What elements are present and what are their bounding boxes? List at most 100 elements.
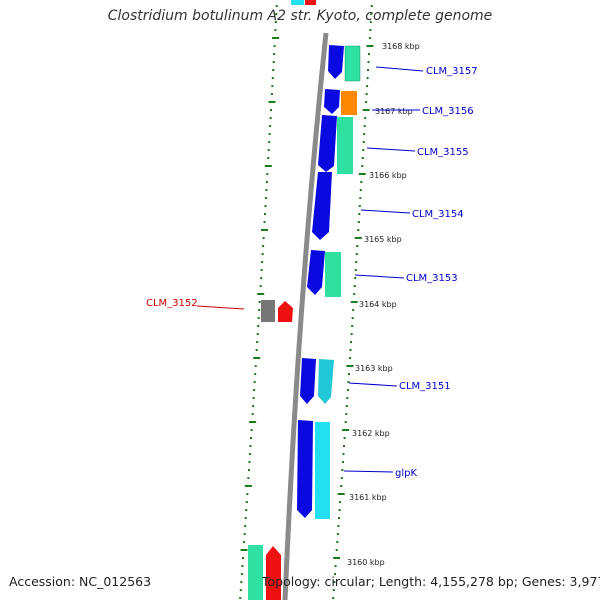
minor-tick <box>243 541 246 543</box>
minor-tick <box>269 125 272 127</box>
major-tick <box>337 493 345 495</box>
minor-tick <box>258 309 261 311</box>
minor-tick <box>343 445 346 447</box>
major-tick <box>354 237 362 239</box>
minor-tick <box>345 405 348 407</box>
minor-tick <box>366 77 369 79</box>
minor-tick <box>272 69 275 71</box>
minor-tick <box>253 381 256 383</box>
gene-clm-3152[interactable] <box>261 300 293 322</box>
label-clm-3155[interactable]: CLM_3155 <box>417 147 469 158</box>
minor-tick <box>360 181 363 183</box>
minor-tick <box>337 525 340 527</box>
minor-tick <box>358 205 361 207</box>
minor-tick <box>261 261 264 263</box>
label-clm-3157[interactable]: CLM_3157 <box>426 66 478 77</box>
tick-label-3160: 3160 kbp <box>347 558 385 567</box>
right-tick-ring <box>332 5 374 599</box>
minor-tick <box>240 573 243 575</box>
minor-tick <box>367 61 370 63</box>
label-clm-3153[interactable]: CLM_3153 <box>406 273 458 284</box>
minor-tick <box>348 357 351 359</box>
minor-tick <box>354 277 357 279</box>
minor-tick <box>247 477 250 479</box>
gene-top-cutoff[interactable] <box>291 0 316 5</box>
minor-tick <box>262 237 265 239</box>
minor-tick <box>335 549 338 551</box>
major-tick <box>342 429 350 431</box>
gene-clm-3156[interactable] <box>324 89 357 115</box>
gene-glpk[interactable] <box>297 420 330 519</box>
minor-tick <box>339 501 342 503</box>
minor-tick <box>260 277 263 279</box>
label-glpk[interactable]: glpK <box>395 468 417 479</box>
minor-tick <box>365 93 368 95</box>
minor-tick <box>369 29 372 31</box>
minor-tick <box>356 245 359 247</box>
minor-tick <box>355 253 358 255</box>
minor-tick <box>361 165 364 167</box>
gene-bottom-cutoff[interactable] <box>248 545 281 600</box>
gene-clm-3151[interactable] <box>300 358 334 404</box>
minor-tick <box>342 453 345 455</box>
minor-tick <box>334 565 337 567</box>
minor-tick <box>362 141 365 143</box>
minor-tick <box>336 533 339 535</box>
minor-tick <box>275 5 278 7</box>
minor-tick <box>332 589 335 591</box>
minor-tick <box>346 397 349 399</box>
minor-tick <box>254 373 257 375</box>
minor-tick <box>252 405 255 407</box>
minor-tick <box>267 157 270 159</box>
major-tick <box>253 357 261 359</box>
gene-clm-3153[interactable] <box>307 250 341 297</box>
minor-tick <box>345 413 348 415</box>
tick-label-3167: 3167 kbp <box>375 107 413 116</box>
label-clm-3152[interactable]: CLM_3152 <box>146 298 198 309</box>
minor-tick <box>268 141 271 143</box>
minor-tick <box>370 5 373 7</box>
accession-text: Accession: NC_012563 <box>9 574 152 589</box>
minor-tick <box>267 149 270 151</box>
minor-tick <box>337 517 340 519</box>
minor-tick <box>353 293 356 295</box>
minor-tick <box>248 453 251 455</box>
minor-tick <box>362 149 365 151</box>
minor-tick <box>260 269 263 271</box>
minor-tick <box>365 101 368 103</box>
major-tick <box>346 365 354 367</box>
gene-clm-3157[interactable] <box>328 45 361 82</box>
minor-tick <box>256 341 259 343</box>
tick-label-3163: 3163 kbp <box>355 364 393 373</box>
minor-tick <box>363 125 366 127</box>
kbp-tick-labels: 3168 kbp 3167 kbp 3166 kbp 3165 kbp 3164… <box>347 42 420 567</box>
minor-tick <box>344 421 347 423</box>
minor-tick <box>255 349 258 351</box>
tick-label-3166: 3166 kbp <box>369 171 407 180</box>
minor-tick <box>244 517 247 519</box>
tick-label-3164: 3164 kbp <box>359 300 397 309</box>
minor-tick <box>333 573 336 575</box>
minor-tick <box>274 29 277 31</box>
minor-tick <box>258 301 261 303</box>
minor-tick <box>241 557 244 559</box>
minor-tick <box>264 197 267 199</box>
label-clm-3151[interactable]: CLM_3151 <box>399 381 451 392</box>
major-tick <box>268 101 276 103</box>
gene-clm-3154[interactable] <box>312 172 332 240</box>
minor-tick <box>268 133 271 135</box>
minor-tick <box>264 213 267 215</box>
minor-tick <box>270 93 273 95</box>
minor-tick <box>340 477 343 479</box>
major-tick <box>261 229 269 231</box>
gene-clm-3155[interactable] <box>318 115 353 174</box>
label-clm-3156[interactable]: CLM_3156 <box>422 106 474 117</box>
minor-tick <box>347 381 350 383</box>
minor-tick <box>264 205 267 207</box>
major-tick <box>362 109 370 111</box>
minor-tick <box>275 13 278 15</box>
minor-tick <box>270 109 273 111</box>
minor-tick <box>347 373 350 375</box>
label-clm-3154[interactable]: CLM_3154 <box>412 209 464 220</box>
major-tick <box>257 293 265 295</box>
